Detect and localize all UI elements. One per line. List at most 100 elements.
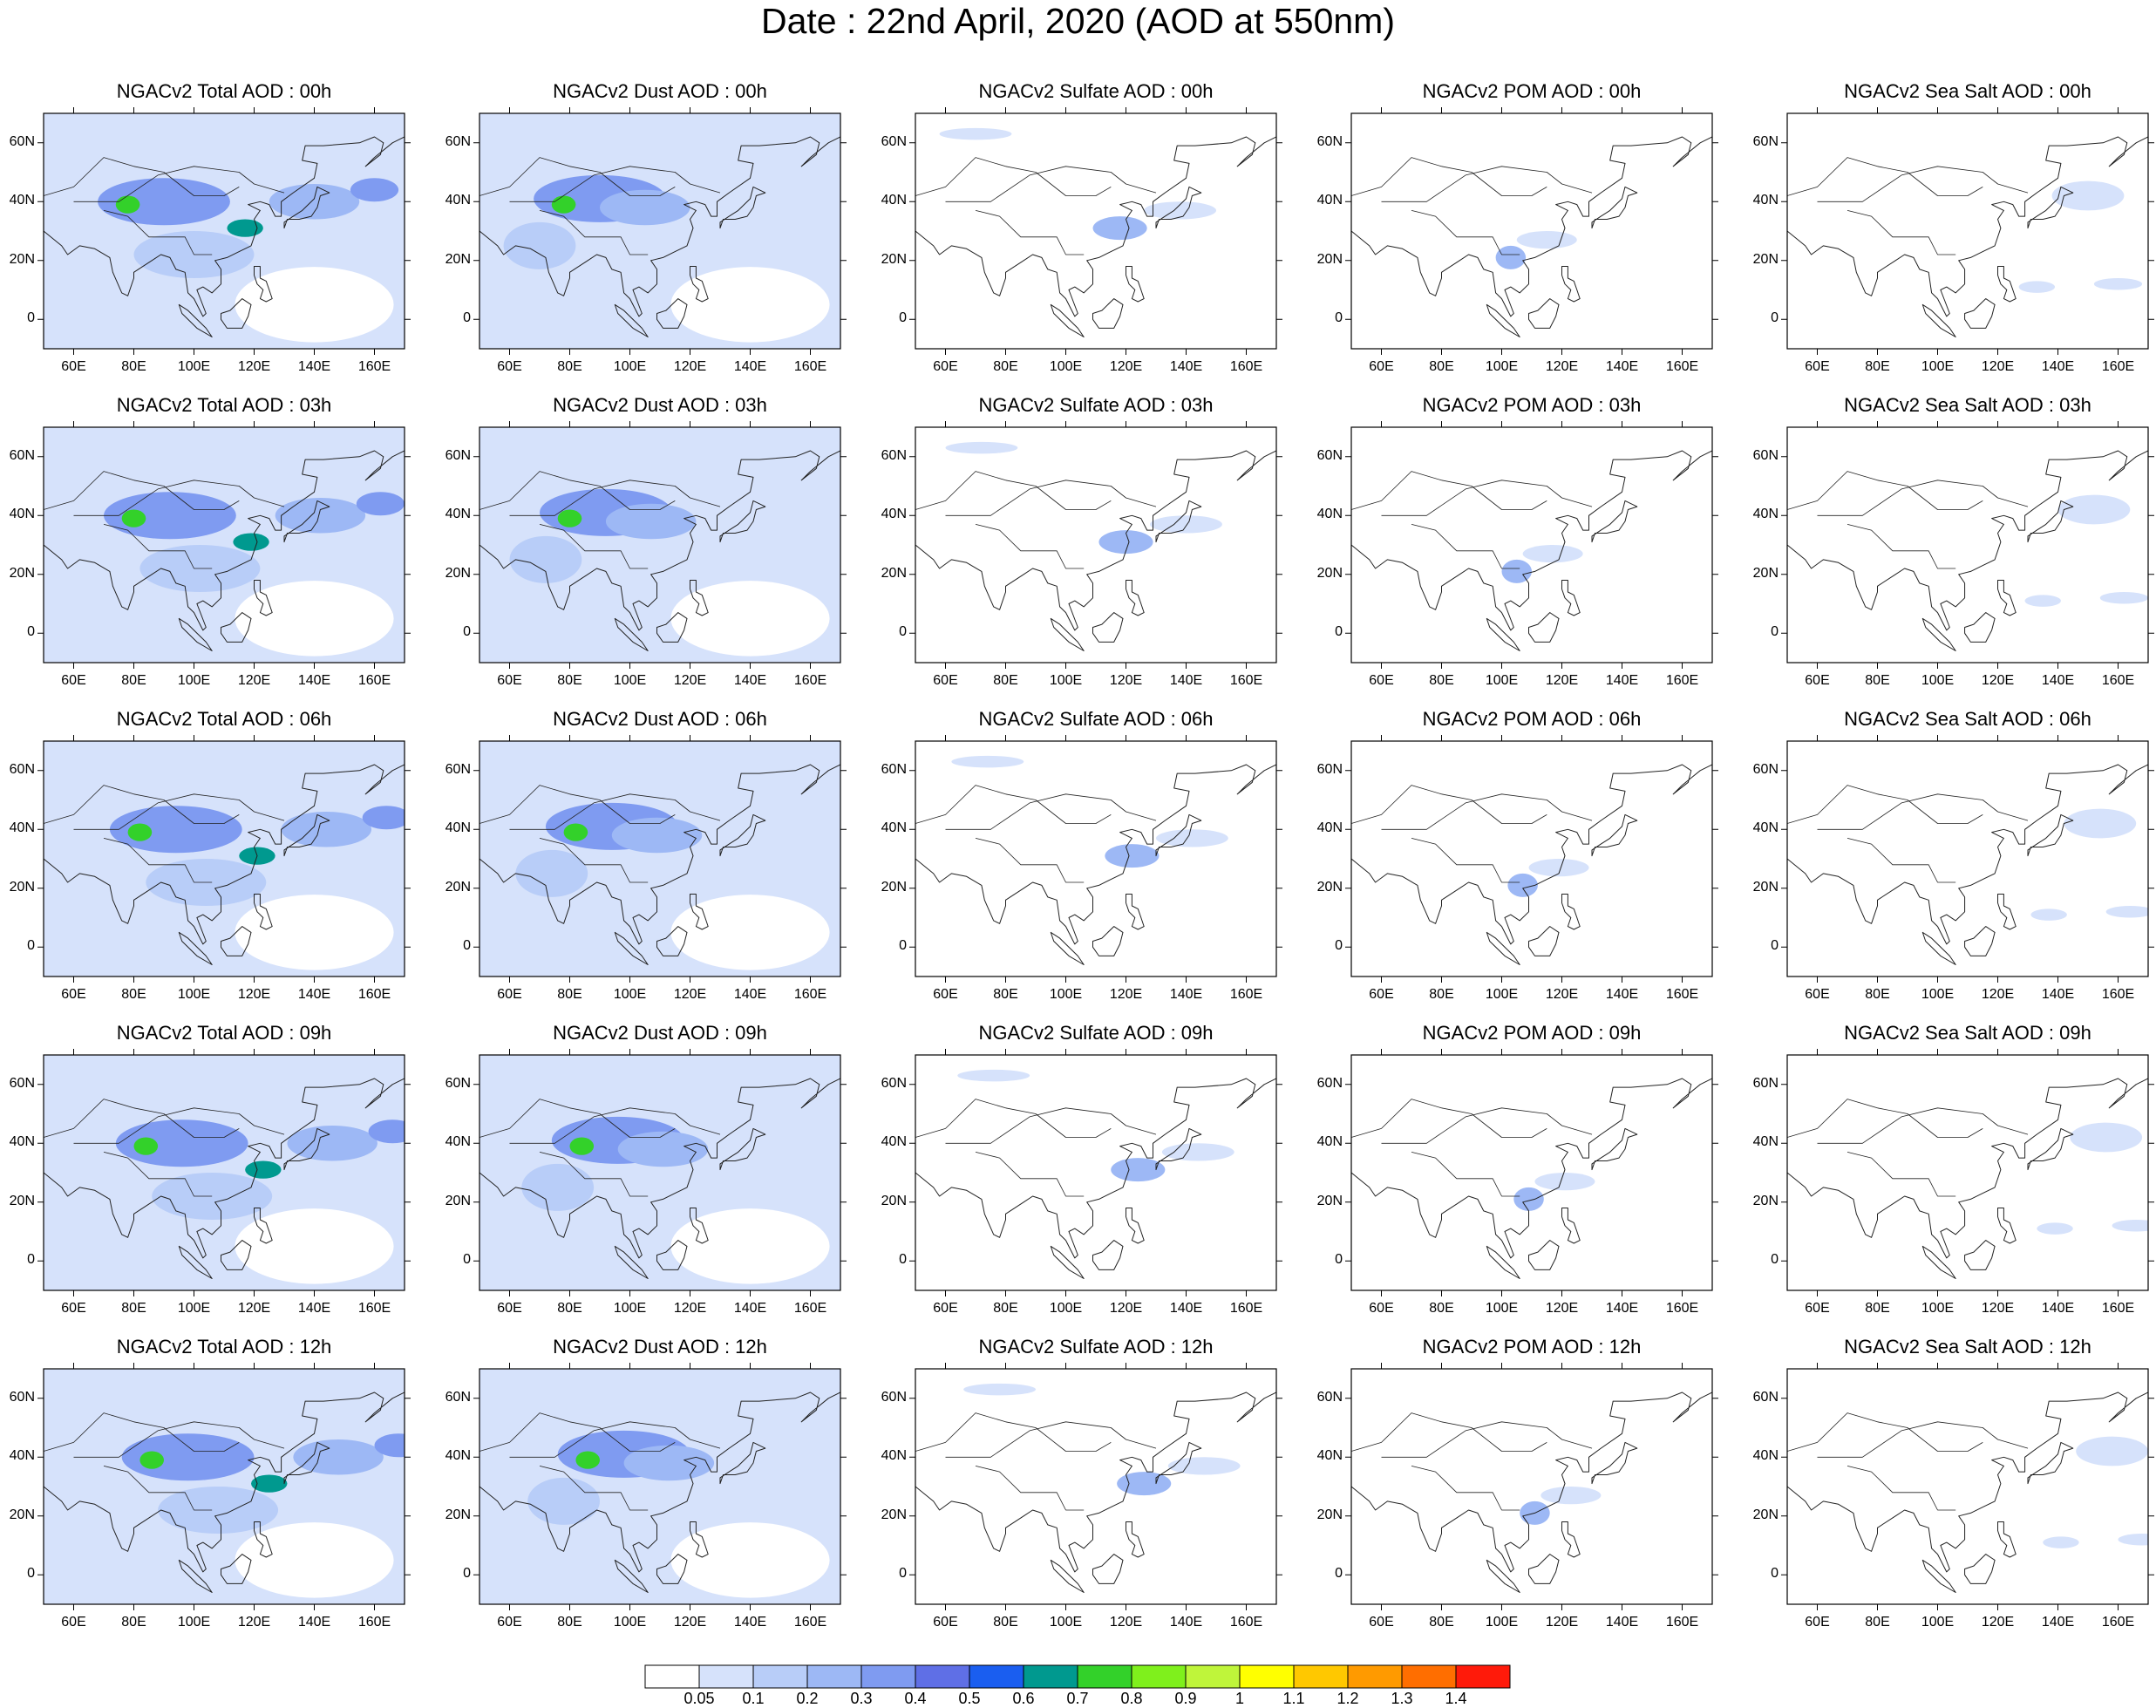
lat-tick-label: 0: [1744, 938, 1779, 954]
lon-tick-label: 100E: [611, 987, 650, 1003]
lon-tick-label: 120E: [1979, 673, 2017, 689]
colorbar-swatch: [1402, 1665, 1456, 1688]
lat-tick-label: 60N: [1744, 448, 1779, 464]
lon-tick-label: 120E: [1543, 1301, 1581, 1317]
aod-background: [1351, 741, 1712, 976]
map-panel-dust-12h: [473, 1363, 847, 1610]
map-panel-dust-09h: [473, 1049, 847, 1296]
panel-title: NGACv2 Dust AOD : 03h: [479, 394, 840, 417]
aod-plume: [357, 492, 405, 515]
aod-plume: [1105, 844, 1159, 868]
lat-tick-label: 40N: [872, 1448, 907, 1464]
lat-tick-label: 40N: [1744, 507, 1779, 522]
lon-tick-label: 120E: [1107, 1615, 1146, 1630]
lon-tick-label: 120E: [1979, 359, 2017, 375]
lon-tick-label: 160E: [1663, 359, 1702, 375]
low-aod-region: [235, 1522, 393, 1597]
lat-tick-label: 40N: [872, 507, 907, 522]
colorbar-label: 1.1: [1273, 1690, 1315, 1708]
lon-tick-label: 100E: [1919, 1615, 1957, 1630]
lat-tick-label: 40N: [1308, 193, 1343, 208]
aod-plume: [1534, 1173, 1595, 1190]
lon-tick-label: 120E: [671, 1301, 710, 1317]
lat-tick-label: 20N: [0, 1194, 35, 1209]
lon-tick-label: 100E: [1483, 359, 1521, 375]
lat-tick-label: 40N: [1308, 820, 1343, 836]
lon-tick-label: 80E: [115, 673, 153, 689]
panel-title: NGACv2 Dust AOD : 09h: [479, 1022, 840, 1045]
lon-tick-label: 80E: [1423, 359, 1461, 375]
lon-tick-label: 140E: [296, 359, 334, 375]
lon-tick-label: 80E: [1423, 1615, 1461, 1630]
map-panel-sea-salt-12h: [1781, 1363, 2156, 1610]
lon-tick-label: 100E: [1047, 1615, 1085, 1630]
lon-tick-label: 160E: [356, 359, 394, 375]
lon-tick-label: 120E: [671, 1615, 710, 1630]
panel-title: NGACv2 Sulfate AOD : 03h: [915, 394, 1276, 417]
low-aod-region: [235, 581, 393, 656]
lat-tick-label: 20N: [1744, 1194, 1779, 1209]
lon-tick-label: 160E: [1663, 987, 1702, 1003]
lon-tick-label: 160E: [356, 1615, 394, 1630]
lon-tick-label: 140E: [2039, 1301, 2078, 1317]
lon-tick-label: 80E: [551, 673, 589, 689]
aod-plume: [1168, 1457, 1241, 1474]
lat-tick-label: 0: [0, 938, 35, 954]
lon-tick-label: 120E: [1543, 1615, 1581, 1630]
low-aod-region: [235, 267, 393, 342]
lon-tick-label: 140E: [296, 673, 334, 689]
low-aod-region: [670, 1208, 829, 1283]
lon-tick-label: 160E: [356, 1301, 394, 1317]
colorbar-label: 1.2: [1327, 1690, 1369, 1708]
lat-tick-label: 40N: [436, 820, 471, 836]
lat-tick-label: 20N: [872, 1507, 907, 1523]
colorbar-label: 1.3: [1381, 1690, 1423, 1708]
lon-tick-label: 100E: [1919, 1301, 1957, 1317]
lat-tick-label: 40N: [436, 1134, 471, 1150]
lat-tick-label: 0: [1744, 1566, 1779, 1582]
lon-tick-label: 80E: [551, 1615, 589, 1630]
lon-tick-label: 160E: [792, 359, 830, 375]
map-panel-sea-salt-03h: [1781, 421, 2154, 669]
colorbar-swatch: [861, 1665, 915, 1688]
lon-tick-label: 60E: [1363, 1615, 1401, 1630]
aod-plume: [251, 1475, 287, 1493]
aod-plume: [1513, 1187, 1544, 1211]
lon-tick-label: 140E: [2039, 359, 2078, 375]
lon-tick-label: 140E: [1603, 1301, 1642, 1317]
aod-plume: [1162, 1143, 1234, 1160]
aod-plume: [233, 534, 269, 551]
lat-tick-label: 60N: [0, 1076, 35, 1092]
aod-background: [1351, 1055, 1712, 1290]
lon-tick-label: 100E: [611, 1615, 650, 1630]
colorbar-label: 0.05: [678, 1690, 720, 1708]
lon-tick-label: 100E: [175, 1615, 214, 1630]
colorbar-label: 0.1: [732, 1690, 774, 1708]
lon-tick-label: 100E: [1483, 1301, 1521, 1317]
lon-tick-label: 80E: [1859, 1615, 1897, 1630]
map-panel-dust-03h: [473, 421, 847, 669]
map-panel-total-03h: [37, 421, 411, 669]
aod-plume: [2100, 592, 2148, 604]
aod-plume: [227, 220, 262, 237]
lon-tick-label: 160E: [2099, 673, 2138, 689]
panel-title: NGACv2 POM AOD : 09h: [1351, 1022, 1712, 1045]
map-panel-sea-salt-00h: [1781, 107, 2154, 355]
lon-tick-label: 60E: [491, 1615, 529, 1630]
lon-tick-label: 120E: [235, 1301, 274, 1317]
lon-tick-label: 80E: [551, 1301, 589, 1317]
colorbar-swatch: [1348, 1665, 1402, 1688]
lon-tick-label: 160E: [2099, 987, 2138, 1003]
lon-tick-label: 80E: [1423, 987, 1461, 1003]
aod-background: [1787, 113, 2148, 349]
lat-tick-label: 0: [436, 310, 471, 326]
aod-plume: [139, 1452, 164, 1469]
lon-tick-label: 120E: [671, 987, 710, 1003]
colorbar-swatch: [699, 1665, 753, 1688]
lon-tick-label: 160E: [792, 987, 830, 1003]
lat-tick-label: 20N: [0, 566, 35, 582]
lon-tick-label: 160E: [1663, 1301, 1702, 1317]
map-panel-pom-06h: [1345, 735, 1718, 983]
lon-tick-label: 120E: [1543, 359, 1581, 375]
lon-tick-label: 100E: [175, 1301, 214, 1317]
